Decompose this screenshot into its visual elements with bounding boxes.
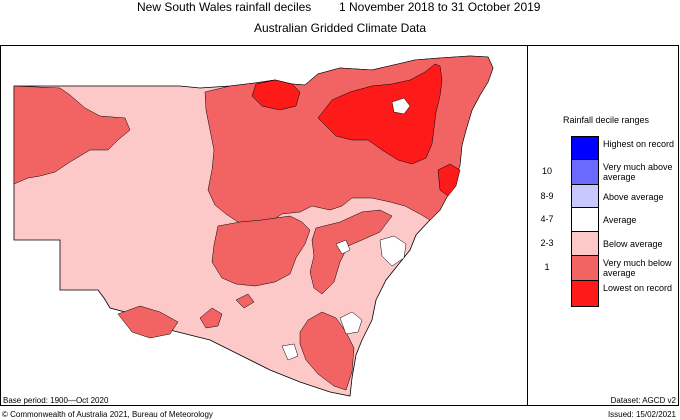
nsw-rainfall-map — [13, 55, 494, 397]
legend-item-lowest-on-record: Lowest on record — [533, 280, 679, 307]
legend-code: 1 — [544, 262, 550, 272]
legend-item-below-average: 2-3 Below average — [533, 231, 679, 258]
region-south-patch-c — [235, 293, 255, 309]
legend-item-very-much-above: 10 Very much above average — [533, 159, 679, 186]
legend-title: Rainfall decile ranges — [562, 115, 650, 125]
legend-label: Lowest on record — [603, 283, 673, 293]
legend-divider — [527, 45, 528, 406]
map-title-period: 1 November 2018 to 31 October 2019 — [339, 0, 541, 14]
legend-code: 2-3 — [540, 238, 554, 248]
dataset-note: Dataset: AGCD v2 — [610, 396, 676, 405]
map-title-region: New South Wales rainfall deciles — [137, 0, 312, 14]
region-record-low-coast — [437, 163, 461, 197]
legend-swatch-lowest — [571, 280, 599, 307]
legend-item-average: 4-7 Average — [533, 207, 679, 234]
region-average-pocket-north — [391, 97, 411, 115]
region-record-low-north — [317, 63, 443, 165]
legend-item-above-average: 8-9 Above average — [533, 184, 679, 211]
legend-code: 4-7 — [540, 214, 554, 224]
issued-date: Issued: 15/02/2021 — [607, 410, 676, 419]
legend-item-very-much-below: 1 Very much below average — [533, 255, 679, 282]
region-south-patch-a — [117, 305, 179, 339]
average-regions — [281, 97, 411, 361]
region-south-patch-b — [199, 307, 223, 329]
legend-swatch-above-average — [571, 184, 599, 211]
region-north-east — [204, 55, 494, 225]
legend-label: Very much below average — [603, 258, 672, 278]
region-mid-south — [309, 209, 393, 295]
legend-swatch-average — [571, 207, 599, 234]
legend-code: 8-9 — [540, 191, 554, 201]
map-subtitle: Australian Gridded Climate Data — [253, 21, 427, 35]
region-average-pocket-south — [281, 343, 299, 361]
base-period-note: Base period: 1900—Oct 2020 — [3, 396, 109, 405]
map-frame — [0, 45, 679, 406]
lowest-on-record-regions — [251, 63, 461, 197]
region-far-west — [13, 85, 131, 185]
legend-label: Highest on record — [603, 139, 675, 149]
legend-code: 10 — [541, 166, 552, 176]
copyright-note: © Commonwealth of Australia 2021, Bureau… — [2, 410, 213, 419]
region-average-pocket-central — [335, 239, 351, 255]
legend-label: Below average — [603, 239, 663, 249]
legend-swatch-highest — [571, 136, 599, 163]
region-average-pocket-coast — [379, 235, 407, 267]
legend-swatch-below-average — [571, 231, 599, 258]
region-record-low-north-west — [251, 79, 301, 111]
legend-item-highest-on-record: Highest on record — [533, 136, 679, 163]
region-average-pocket-south-east — [339, 311, 363, 335]
region-south-east — [299, 311, 355, 391]
legend-swatch-very-much-above — [571, 159, 599, 186]
region-central-west — [211, 215, 311, 287]
legend-swatch-very-much-below — [571, 255, 599, 282]
legend-label: Very much above average — [603, 162, 673, 182]
legend-label: Above average — [603, 192, 664, 202]
legend-label: Average — [603, 215, 637, 225]
